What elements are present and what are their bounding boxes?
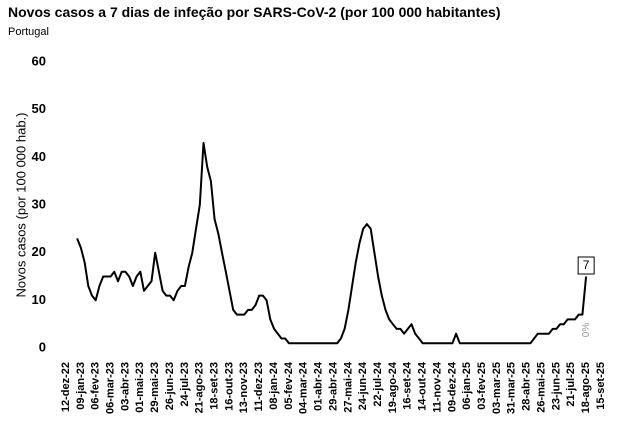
x-tick-label: 18-set-23 (209, 362, 221, 410)
y-tick-label: 20 (32, 244, 46, 259)
x-tick-label: 26-mai-25 (535, 362, 547, 413)
x-tick-label: 24-jun-24 (357, 361, 369, 410)
y-tick-label: 50 (32, 101, 46, 116)
x-tick-label: 12-dez-22 (60, 362, 72, 412)
y-tick-label: 40 (32, 149, 46, 164)
y-tick-label: 0 (39, 339, 46, 354)
y-axis-label: Novos casos (por 100 000 hab.) (13, 113, 28, 298)
x-tick-label: 11-nov-24 (431, 361, 443, 413)
x-tick-label: 11-dez-23 (253, 362, 265, 412)
x-tick-label: 27-mai-24 (342, 361, 354, 413)
chart-title: Novos casos a 7 dias de infeção por SARS… (8, 4, 501, 20)
data-line (76, 142, 588, 345)
y-tick-label: 60 (32, 53, 46, 68)
x-tick-label: 29-mai-23 (149, 362, 161, 413)
x-tick-label: 14-out-24 (417, 361, 429, 411)
annotation: 0% (581, 323, 592, 338)
x-tick-label: 09-jan-23 (75, 362, 87, 410)
x-tick-label: 21-jul-25 (565, 362, 577, 407)
x-tick-label: 22-jul-24 (372, 361, 384, 407)
x-tick-label: 18-ago-25 (580, 362, 592, 413)
x-tick-label: 04-mar-24 (298, 361, 310, 414)
y-tick-label: 30 (32, 196, 46, 211)
y-tick-label: 10 (32, 292, 46, 307)
x-tick-label: 23-jun-25 (550, 362, 562, 410)
x-tick-label: 15-set-25 (595, 362, 607, 410)
x-tick-label: 31-mar-25 (506, 362, 518, 414)
x-tick-label: 08-jan-24 (268, 361, 280, 410)
x-tick-label: 28-abr-25 (521, 362, 533, 411)
x-tick-label: 03-mar-25 (491, 362, 503, 414)
x-tick-label: 03-fev-25 (476, 362, 488, 410)
x-tick-label: 06-jan-25 (461, 362, 473, 410)
x-tick-label: 09-dez-24 (446, 361, 458, 412)
x-tick-label: 16-out-23 (223, 362, 235, 411)
chart-subtitle: Portugal (8, 26, 49, 38)
x-tick-label: 06-fev-23 (90, 362, 102, 410)
x-tick-label: 24-jul-23 (179, 362, 191, 407)
x-tick-label: 03-abr-23 (119, 362, 131, 411)
x-tick-label: 01-abr-24 (313, 361, 325, 411)
x-tick-label: 05-fev-24 (283, 361, 295, 410)
annotation: 7 (583, 258, 590, 272)
x-tick-label: 29-abr-24 (327, 361, 339, 411)
x-tick-label: 21-ago-23 (194, 362, 206, 413)
x-tick-label: 06-mar-23 (104, 362, 116, 414)
x-tick-label: 01-mai-23 (134, 362, 146, 413)
annotation-box (577, 256, 595, 275)
x-tick-label: 13-nov-23 (238, 362, 250, 413)
x-tick-label: 16-set-24 (402, 361, 414, 410)
x-tick-label: 26-jun-23 (164, 362, 176, 410)
x-tick-label: 19-ago-24 (387, 361, 399, 413)
